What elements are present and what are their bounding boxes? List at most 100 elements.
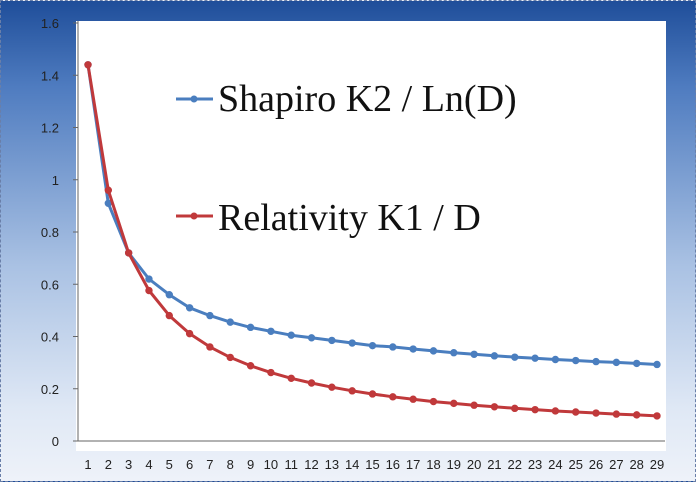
legend-marker-relativity: [190, 212, 198, 220]
data-point: [328, 336, 336, 345]
data-point: [612, 358, 621, 367]
y-tick-label: 0.2: [41, 382, 59, 397]
data-point: [267, 327, 275, 335]
data-point: [490, 403, 499, 411]
data-point: [490, 352, 499, 360]
data-point: [185, 304, 194, 312]
x-tick-label: 28: [629, 457, 643, 472]
data-point: [409, 395, 417, 403]
data-point: [470, 350, 478, 358]
data-point: [206, 343, 214, 351]
x-tick-labels: 1 2 3 4 5 6 7 8 9 10 11 12 13 14 15 16 17 18 19 20 21 22 23 24 2…: [84, 457, 664, 472]
data-point: [531, 354, 539, 362]
x-tick-label: 16: [386, 457, 400, 472]
data-point: [287, 331, 295, 339]
x-tick-label: 11: [284, 457, 298, 472]
data-point: [348, 387, 356, 395]
data-point: [348, 339, 356, 347]
y-tick-label: 1: [52, 173, 59, 188]
data-point: [653, 412, 661, 420]
data-point: [470, 401, 478, 409]
data-point: [246, 323, 255, 332]
x-tick-label: 19: [447, 457, 461, 472]
x-tick-label: 2: [105, 457, 112, 472]
data-point: [632, 411, 641, 419]
x-tick-label: 4: [145, 457, 152, 472]
data-point: [572, 408, 580, 416]
data-point: [450, 348, 458, 357]
data-point: [226, 353, 234, 362]
axes: [77, 21, 665, 442]
data-point: [145, 286, 153, 295]
data-point: [511, 404, 519, 413]
x-tick-label: 20: [467, 457, 481, 472]
legend-label-shapiro: Shapiro K2 / Ln(D): [218, 78, 517, 120]
legend-label-relativity: Relativity K1 / D: [218, 197, 481, 239]
data-point: [531, 405, 539, 414]
data-point: [145, 275, 153, 283]
data-point: [165, 311, 173, 320]
data-point: [206, 311, 214, 320]
data-point: [612, 410, 621, 418]
data-point: [551, 407, 560, 415]
data-point: [368, 390, 377, 398]
data-point: [287, 374, 295, 382]
y-tick-label: 1.6: [41, 16, 59, 31]
data-point: [124, 249, 133, 257]
data-point: [307, 379, 316, 387]
data-point: [307, 334, 316, 342]
legend: Shapiro K2 / Ln(D) Relativity K1 / D: [176, 78, 517, 239]
series-group: [84, 61, 661, 420]
x-tick-label: 7: [206, 457, 213, 472]
data-point: [450, 399, 458, 408]
x-tick-label: 12: [304, 457, 318, 472]
x-tick-label: 21: [487, 457, 501, 472]
x-tick-label: 3: [125, 457, 132, 472]
x-tick-label: 29: [650, 457, 664, 472]
series-1: [84, 61, 661, 420]
x-tick-label: 9: [247, 457, 254, 472]
x-tick-label: 22: [508, 457, 522, 472]
data-point: [104, 186, 113, 194]
x-tick-label: 10: [264, 457, 278, 472]
x-tick-label: 13: [325, 457, 339, 472]
data-point: [429, 397, 438, 406]
y-tick-labels: 0 0.2 0.4 0.6 0.8 1 1.2 1.4 1.6: [41, 16, 78, 449]
data-point: [226, 318, 234, 326]
data-point: [653, 360, 661, 369]
data-point: [328, 383, 336, 391]
x-tick-label: 18: [426, 457, 440, 472]
data-point: [572, 356, 580, 365]
plot-area: [76, 21, 666, 451]
x-tick-label: 27: [609, 457, 623, 472]
legend-marker-shapiro: [190, 95, 198, 103]
data-point: [389, 393, 397, 401]
x-tick-label: 23: [528, 457, 542, 472]
y-tick-label: 0: [52, 434, 59, 449]
x-tick-label: 1: [84, 457, 91, 472]
y-tick-label: 0.4: [41, 330, 59, 345]
data-point: [429, 347, 438, 355]
data-point: [84, 61, 92, 69]
y-tick-label: 0.8: [41, 225, 59, 240]
x-tick-label: 14: [345, 457, 359, 472]
y-tick-label: 0.6: [41, 277, 59, 292]
data-point: [389, 343, 397, 351]
data-point: [632, 359, 641, 368]
x-tick-label: 8: [227, 457, 234, 472]
data-point: [511, 353, 519, 361]
y-tick-label: 1.2: [41, 121, 59, 136]
x-tick-label: 26: [589, 457, 603, 472]
data-point: [368, 341, 377, 350]
data-point: [185, 329, 194, 338]
data-point: [409, 345, 417, 353]
x-tick-label: 24: [548, 457, 562, 472]
x-tick-label: 6: [186, 457, 193, 472]
x-tick-label: 5: [166, 457, 173, 472]
data-point: [551, 355, 560, 364]
x-tick-label: 25: [568, 457, 582, 472]
x-tick-label: 15: [365, 457, 379, 472]
data-point: [165, 291, 173, 299]
